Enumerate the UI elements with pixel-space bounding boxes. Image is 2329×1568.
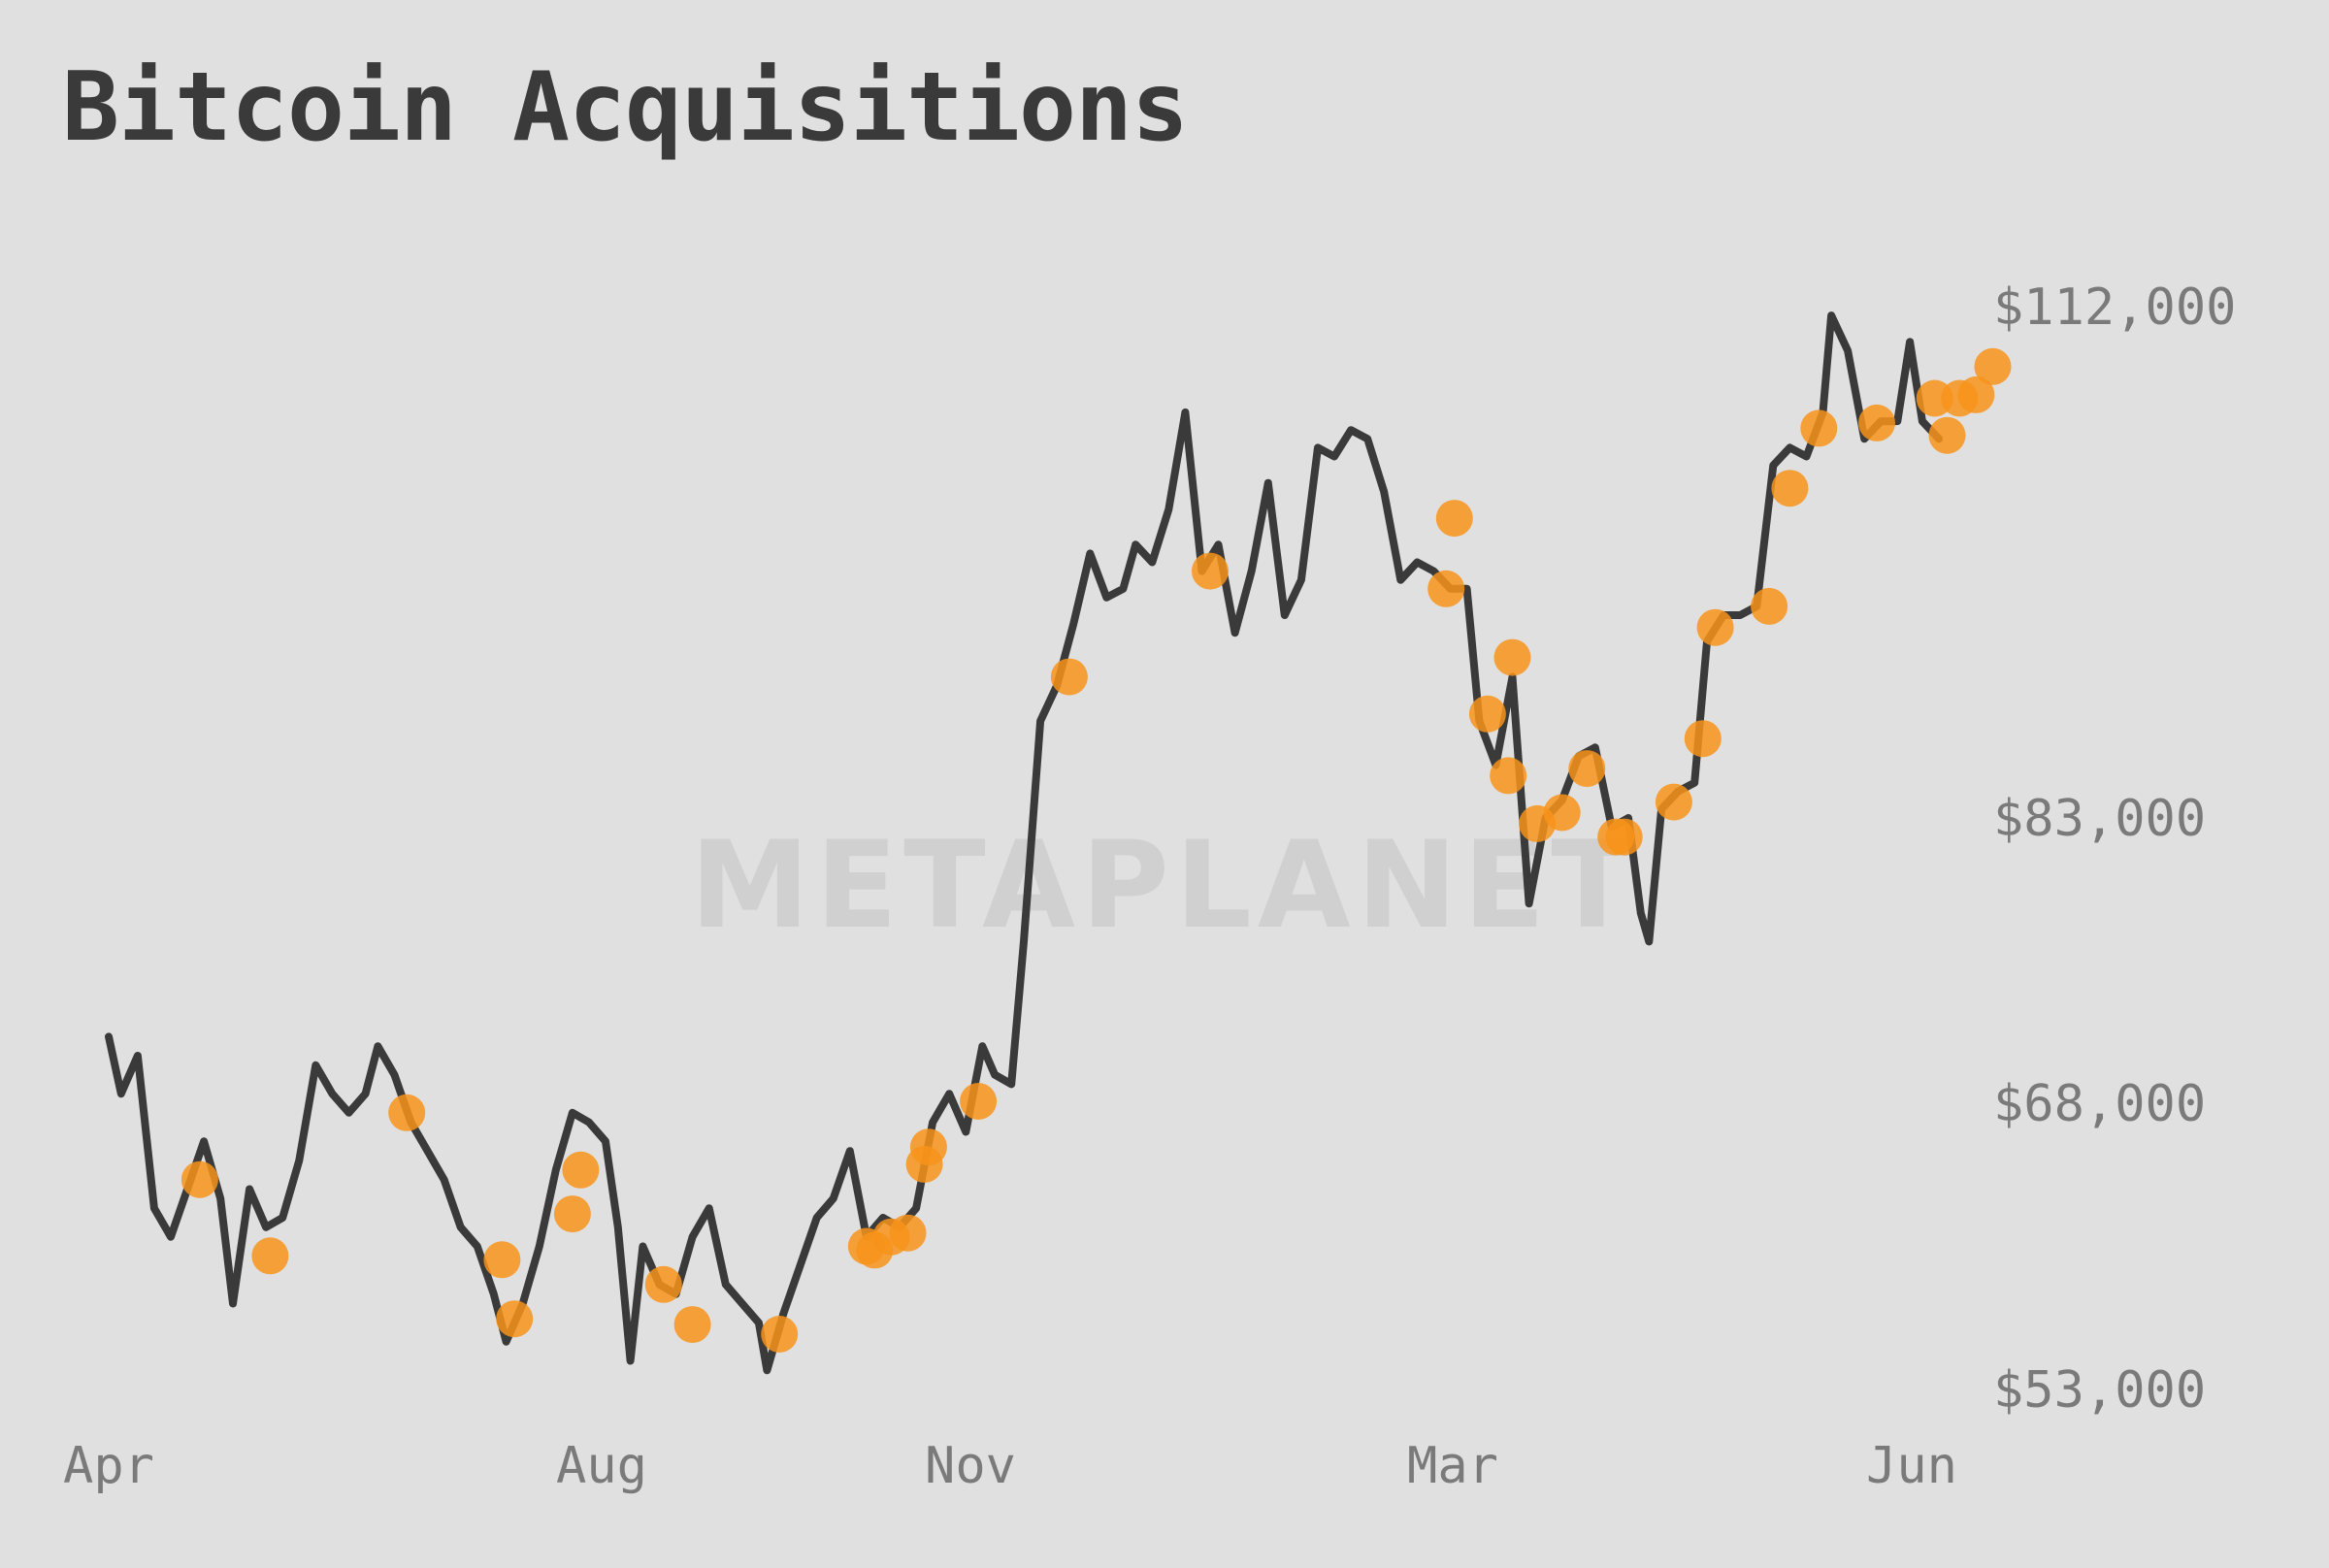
acquisition-marker (1800, 409, 1838, 447)
acquisition-marker (1490, 757, 1527, 795)
x-tick-label: Apr (63, 1437, 154, 1495)
x-tick-label: Nov (925, 1437, 1016, 1495)
acquisition-marker (388, 1094, 426, 1131)
acquisition-marker (1751, 587, 1788, 625)
acquisition-marker (1192, 552, 1229, 590)
acquisition-marker (251, 1237, 289, 1275)
acquisition-marker (1435, 500, 1473, 538)
acquisition-marker (960, 1083, 998, 1120)
acquisition-marker (180, 1160, 218, 1198)
acquisition-marker (889, 1214, 927, 1252)
y-tick-label: $53,000 (1993, 1361, 2206, 1420)
acquisition-marker (1696, 608, 1734, 646)
chart-title: Bitcoin Acquisitions (62, 52, 1189, 163)
acquisition-markers (180, 347, 2012, 1353)
acquisition-marker (483, 1241, 521, 1279)
acquisition-marker (1568, 750, 1606, 788)
price-line (105, 311, 1943, 1375)
acquisition-marker (1684, 720, 1722, 758)
acquisition-marker (644, 1265, 682, 1303)
y-tick-label: $83,000 (1993, 790, 2206, 848)
y-axis-ticks: $112,000 $83,000 $68,000 $53,000 (1993, 278, 2236, 1420)
x-tick-label: Mar (1407, 1437, 1498, 1495)
acquisition-marker (1543, 794, 1581, 832)
acquisition-marker (1468, 695, 1506, 733)
metaplanet-watermark: METAPLANET (690, 816, 1639, 956)
acquisition-marker (1050, 658, 1088, 696)
acquisition-marker (1928, 416, 1966, 454)
acquisition-marker (761, 1316, 799, 1353)
x-tick-label: Aug (556, 1437, 647, 1495)
acquisition-marker (1605, 818, 1643, 856)
x-tick-label: Jun (1866, 1437, 1957, 1495)
acquisition-marker (562, 1151, 600, 1189)
acquisition-marker (1493, 638, 1531, 676)
y-tick-label: $112,000 (1993, 278, 2236, 337)
acquisition-marker (909, 1128, 947, 1166)
y-tick-label: $68,000 (1993, 1075, 2206, 1133)
acquisition-marker (1858, 404, 1895, 441)
x-axis-ticks: Apr Aug Nov Mar Jun (63, 1437, 1957, 1495)
acquisition-marker (1427, 570, 1465, 607)
acquisition-marker (1957, 376, 1995, 413)
acquisition-marker (1655, 783, 1692, 821)
acquisition-marker (1974, 347, 2012, 385)
acquisition-marker (1771, 470, 1809, 507)
acquisition-marker (553, 1195, 591, 1233)
acquisition-marker (673, 1306, 711, 1344)
acquisition-marker (496, 1300, 534, 1338)
